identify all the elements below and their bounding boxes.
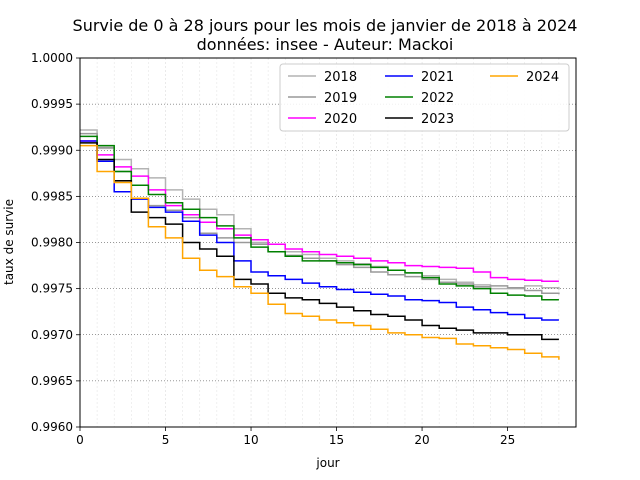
series-line-2022 bbox=[80, 135, 559, 301]
y-tick-label: 0.9960 bbox=[31, 420, 73, 434]
x-tick-label: 25 bbox=[500, 433, 515, 447]
x-axis-ticks: 0 5 10 15 20 25 bbox=[76, 427, 515, 447]
legend-label-2020: 2020 bbox=[324, 112, 357, 127]
y-tick-label: 0.9980 bbox=[31, 236, 73, 250]
legend-label-2018: 2018 bbox=[324, 70, 357, 85]
chart-legend: 2018 2019 2020 2021 2022 2023 2024 bbox=[279, 63, 570, 132]
series-layer bbox=[80, 129, 560, 360]
y-tick-label: 0.9970 bbox=[31, 328, 73, 342]
series-line-2020 bbox=[80, 140, 559, 282]
legend-label-2023: 2023 bbox=[421, 112, 454, 127]
series-line-2021 bbox=[80, 140, 559, 321]
chart-subtitle: données: insee - Auteur: Mackoi bbox=[197, 35, 454, 54]
chart-title: Survie de 0 à 28 jours pour les mois de … bbox=[73, 16, 578, 35]
y-axis-label: taux de survie bbox=[2, 199, 16, 285]
y-tick-label: 0.9975 bbox=[31, 282, 73, 296]
series-line-2023 bbox=[80, 142, 559, 341]
legend-label-2019: 2019 bbox=[324, 91, 357, 106]
legend-box bbox=[279, 63, 570, 132]
x-tick-label: 5 bbox=[162, 433, 170, 447]
x-tick-label: 15 bbox=[329, 433, 344, 447]
legend-label-2021: 2021 bbox=[421, 70, 454, 85]
legend-label-2022: 2022 bbox=[421, 91, 454, 106]
y-tick-label: 1.0000 bbox=[31, 51, 73, 65]
y-tick-label: 0.9965 bbox=[31, 374, 73, 388]
series-line-2024 bbox=[80, 144, 560, 360]
y-tick-label: 0.9995 bbox=[31, 97, 73, 111]
y-axis-ticks: 0.9960 0.9965 0.9970 0.9975 0.9980 0.9985 0.99… bbox=[31, 51, 80, 434]
y-tick-label: 0.9985 bbox=[31, 189, 73, 203]
x-tick-label: 20 bbox=[414, 433, 429, 447]
y-tick-label: 0.9990 bbox=[31, 143, 73, 157]
series-line-2018 bbox=[80, 129, 560, 290]
legend-label-2024: 2024 bbox=[526, 70, 559, 85]
x-tick-label: 10 bbox=[243, 433, 258, 447]
x-axis-label: jour bbox=[315, 456, 339, 470]
x-tick-label: 0 bbox=[76, 433, 84, 447]
